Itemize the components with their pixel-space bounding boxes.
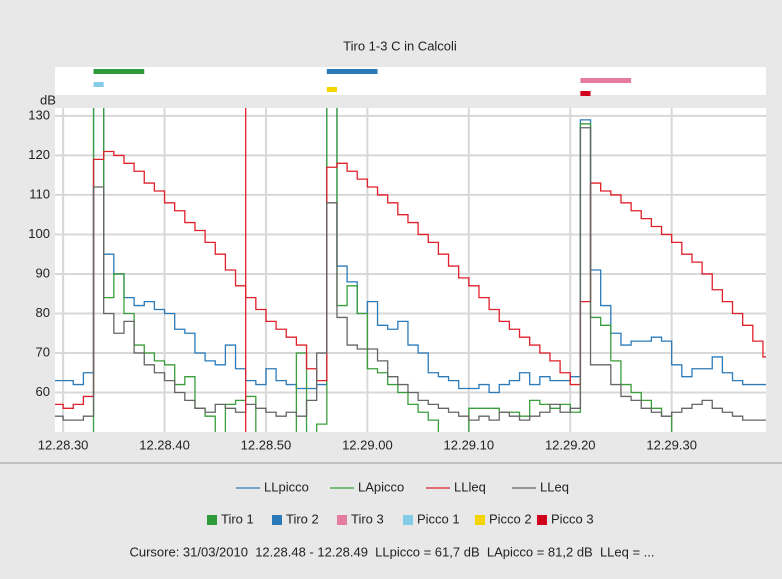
- event-bar: [580, 78, 632, 83]
- x-tick-label: 12.28.50: [241, 437, 292, 452]
- legend-swatch: [207, 515, 217, 525]
- legend-label: Picco 2: [489, 511, 532, 526]
- plot-lines: [55, 108, 766, 432]
- y-tick-label: 110: [29, 186, 50, 201]
- x-tick-label: 12.28.30: [38, 437, 89, 452]
- y-tick-label: 60: [36, 384, 50, 399]
- y-tick-label: 80: [36, 305, 50, 320]
- y-tick-label: 70: [36, 344, 50, 359]
- y-tick-label: 100: [28, 226, 50, 241]
- y-tick-label: 120: [28, 147, 50, 162]
- legend-swatch: [337, 515, 347, 525]
- legend-label: Picco 1: [417, 511, 460, 526]
- plot-area: [55, 108, 766, 432]
- legend-swatch: [537, 515, 547, 525]
- x-tick-label: 12.29.00: [342, 437, 393, 452]
- chart-title: Tiro 1-3 C in Calcoli: [343, 38, 457, 53]
- legend-swatch: [475, 515, 485, 525]
- legend-label: LLpicco: [264, 479, 309, 494]
- x-tick-label: 12.29.30: [646, 437, 697, 452]
- status-text: Cursore: 31/03/2010 12.28.48 - 12.28.49 …: [129, 544, 654, 559]
- legend-label: LApicco: [358, 479, 404, 494]
- y-tick-label: 90: [36, 265, 50, 280]
- series-line: [55, 108, 766, 394]
- legend-label: Tiro 3: [351, 511, 384, 526]
- x-tick-label: 12.29.10: [444, 437, 495, 452]
- series-line: [55, 150, 766, 409]
- legend-label: LLleq: [454, 479, 486, 494]
- event-bar: [93, 69, 145, 74]
- series-line: [92, 108, 673, 432]
- series-line: [55, 127, 766, 421]
- event-bar: [580, 91, 591, 96]
- event-bar: [93, 82, 104, 87]
- event-bar: [326, 87, 337, 92]
- event-bar: [326, 69, 378, 74]
- y-axis-label: dB: [40, 92, 56, 107]
- event-band: [55, 67, 766, 95]
- x-tick-label: 12.28.40: [139, 437, 190, 452]
- legend-label: Tiro 1: [221, 511, 254, 526]
- legend-label: Picco 3: [551, 511, 594, 526]
- legend-swatch: [272, 515, 282, 525]
- legend-swatch: [403, 515, 413, 525]
- legend-label: LLeq: [540, 479, 569, 494]
- y-tick-label: 130: [28, 107, 50, 122]
- x-tick-label: 12.29.20: [545, 437, 596, 452]
- legend-label: Tiro 2: [286, 511, 319, 526]
